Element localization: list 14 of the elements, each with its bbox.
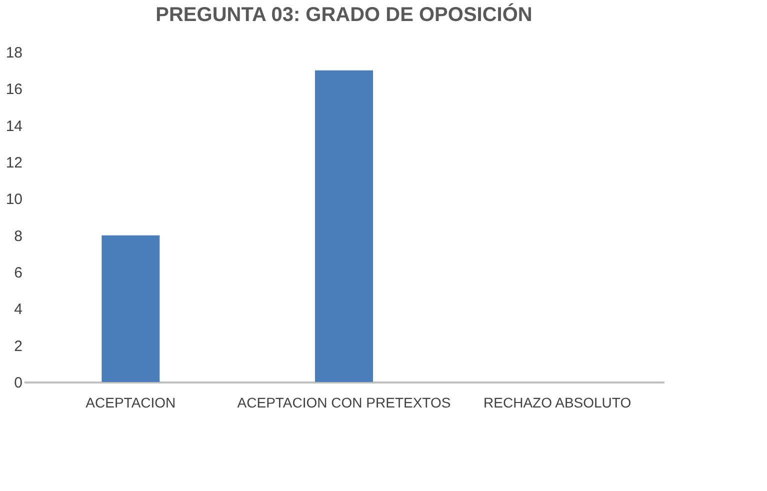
y-tick-label: 10	[6, 191, 22, 208]
y-tick-label: 0	[14, 374, 22, 392]
y-tick-label: 12	[6, 154, 22, 172]
chart-title: PREGUNTA 03: GRADO DE OPOSICIÓN	[156, 3, 532, 26]
y-tick-label: 4	[14, 301, 22, 318]
y-tick-label: 2	[14, 338, 22, 355]
y-tick-label: 18	[6, 44, 22, 62]
y-tick-label: 14	[6, 118, 22, 135]
x-tick-label: ACEPTACION	[86, 394, 176, 410]
y-tick-label: 8	[14, 228, 22, 245]
y-tick-label: 6	[14, 264, 22, 282]
y-tick-label: 16	[6, 81, 22, 98]
x-tick-label: ACEPTACION CON PRETEXTOS	[237, 394, 451, 410]
x-tick-label: RECHAZO ABSOLUTO	[484, 394, 632, 410]
